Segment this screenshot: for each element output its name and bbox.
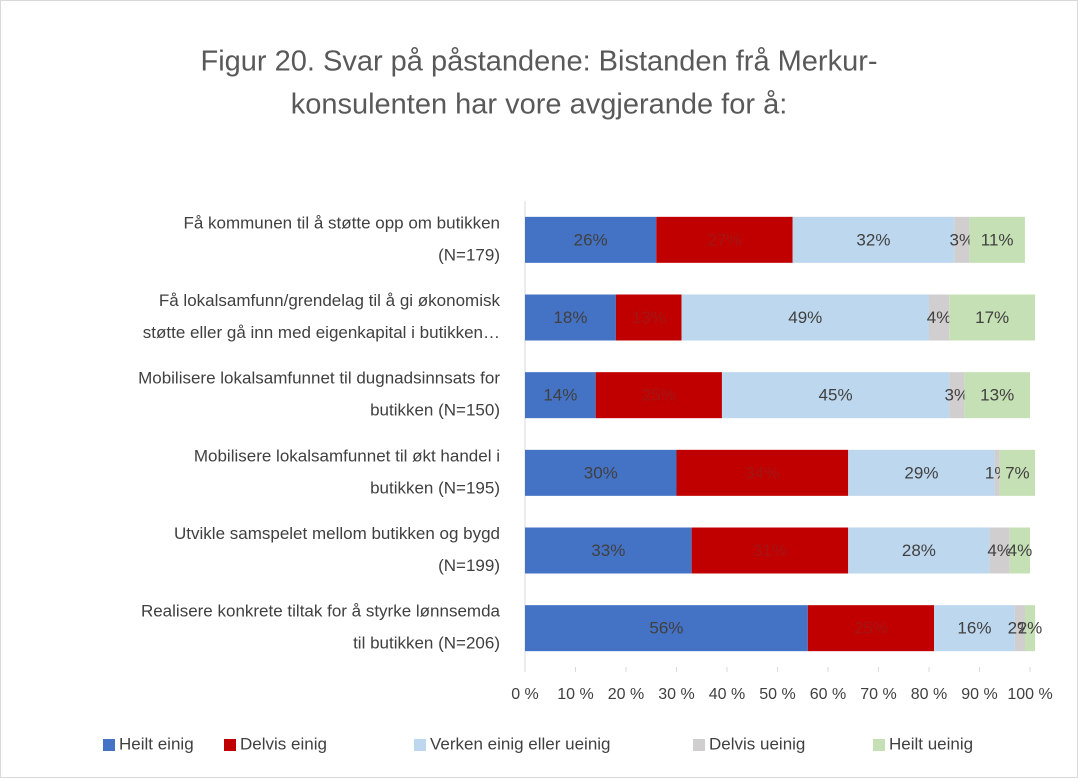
data-label: 2% [1018, 619, 1043, 638]
bar-segment [656, 216, 793, 263]
data-label: 18% [553, 308, 587, 327]
bar-segment [949, 372, 965, 419]
bar-segment [964, 372, 1030, 419]
data-label: 33% [591, 541, 625, 560]
y-tick-label: støtte eller gå inn med eigenkapital i b… [143, 323, 500, 342]
data-label: 17% [975, 308, 1009, 327]
bar-segment [989, 527, 1010, 574]
x-tick-label: 80 % [911, 686, 947, 703]
legend-label: Heilt ueinig [889, 734, 973, 753]
data-label: 32% [856, 230, 890, 249]
bar-segment [1024, 605, 1036, 652]
data-label: 11% [981, 230, 1014, 249]
data-label: 28% [902, 541, 936, 560]
x-tick-label: 60 % [810, 686, 846, 703]
bar-segment [676, 449, 849, 496]
data-label: 27% [707, 230, 741, 249]
data-label: 56% [649, 619, 683, 638]
bar-segment [848, 449, 995, 496]
bar-segment [525, 216, 657, 263]
x-tick-label: 100 % [1007, 686, 1052, 703]
data-label: 31% [753, 541, 787, 560]
data-label: 3% [950, 230, 975, 249]
data-label: 30% [584, 463, 618, 482]
x-tick-label: 30 % [658, 686, 694, 703]
data-label: 29% [904, 463, 938, 482]
y-tick-label: Få lokalsamfunn/grendelag til å gi økono… [159, 291, 501, 310]
y-tick-label: Realisere konkrete tiltak for å styrke l… [141, 602, 501, 621]
bar-segment [934, 605, 1015, 652]
legend-label: Delvis ueinig [709, 734, 805, 753]
data-label: 16% [957, 619, 991, 638]
legend-swatch [693, 739, 705, 751]
legend-label: Delvis einig [240, 734, 327, 753]
bar-segment [525, 527, 692, 574]
data-label: 4% [927, 308, 952, 327]
x-tick-label: 20 % [608, 686, 644, 703]
data-label: 26% [574, 230, 608, 249]
bar-segment [969, 216, 1025, 263]
data-label: 34% [745, 463, 779, 482]
y-tick-label: Mobilisere lokalsamfunnet til økt handel… [194, 446, 500, 465]
data-label: 13% [980, 386, 1014, 405]
bar-segment [615, 294, 682, 341]
bar-segment [595, 372, 722, 419]
legend-swatch [224, 739, 236, 751]
x-tick-label: 90 % [961, 686, 997, 703]
y-tick-label: butikken (N=150) [370, 401, 500, 420]
bar-segment [999, 449, 1036, 496]
y-tick-label: butikken (N=195) [370, 478, 500, 497]
data-label: 14% [543, 386, 577, 405]
chart-title: konsulenten har vore avgjerande for å: [291, 89, 788, 121]
data-label: 3% [944, 386, 969, 405]
bar-segment [949, 294, 1036, 341]
bar-segment [721, 372, 950, 419]
legend-label: Heilt einig [119, 734, 194, 753]
data-label: 45% [819, 386, 853, 405]
y-tick-label: Mobilisere lokalsamfunnet til dugnadsinn… [138, 369, 500, 388]
data-label: 13% [632, 308, 666, 327]
data-label: 25% [642, 386, 676, 405]
bar-segment [525, 372, 596, 419]
bar-segment [929, 294, 950, 341]
bar-segment [792, 216, 955, 263]
bar-segment [848, 527, 990, 574]
data-label: 4% [1008, 541, 1033, 560]
x-tick-label: 0 % [511, 686, 539, 703]
bar-segment [1009, 527, 1030, 574]
y-tick-label: (N=179) [438, 245, 500, 264]
x-tick-label: 70 % [860, 686, 896, 703]
x-tick-label: 10 % [557, 686, 593, 703]
bar-segment [807, 605, 935, 652]
data-label: 4% [987, 541, 1012, 560]
legend-swatch [103, 739, 115, 751]
bar-segment [525, 449, 677, 496]
bar-segment [1014, 605, 1025, 652]
bar-segment [681, 294, 929, 341]
data-label: 25% [854, 619, 888, 638]
bar-segment [954, 216, 970, 263]
x-tick-label: 50 % [759, 686, 795, 703]
x-tick-label: 40 % [709, 686, 745, 703]
chart-title: Figur 20. Svar på påstandene: Bistanden … [200, 46, 877, 78]
bar-segment [691, 527, 849, 574]
y-tick-label: Få kommunen til å støtte opp om butikken [183, 213, 500, 232]
y-tick-label: til butikken (N=206) [353, 634, 500, 653]
bar-segment [525, 294, 616, 341]
legend-swatch [414, 739, 426, 751]
y-tick-label: (N=199) [438, 556, 500, 575]
data-label: 7% [1005, 463, 1030, 482]
bar-segment [525, 605, 808, 652]
data-label: 49% [788, 308, 822, 327]
legend-label: Verken einig eller ueinig [430, 734, 611, 753]
bar-segment [994, 449, 1000, 496]
y-tick-label: Utvikle samspelet mellom butikken og byg… [174, 524, 500, 543]
legend-swatch [873, 739, 885, 751]
